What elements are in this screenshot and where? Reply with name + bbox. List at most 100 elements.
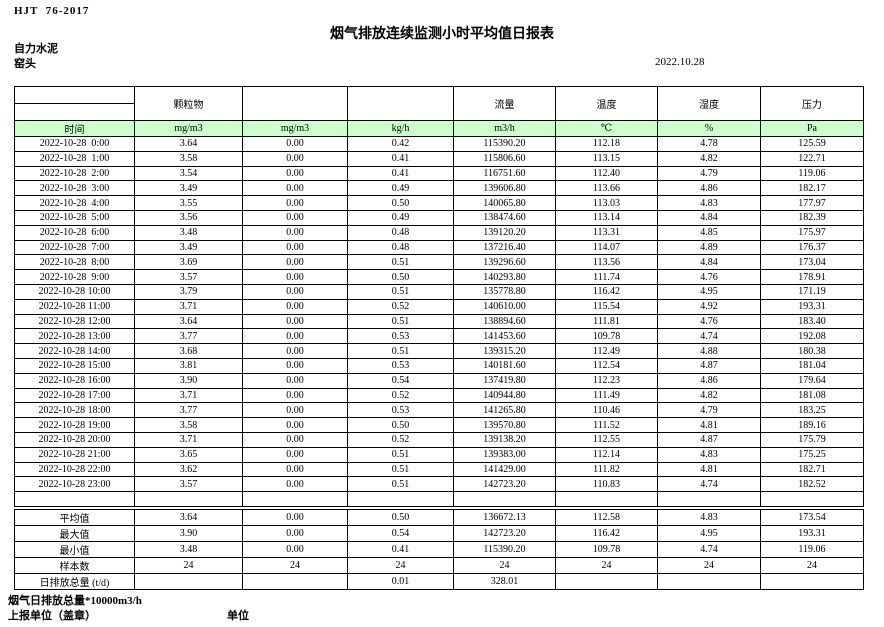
empty-cell (760, 491, 864, 507)
value-cell: 3.71 (134, 431, 243, 448)
summary-value-cell: 24 (347, 557, 454, 574)
summary-value-cell: 112.58 (555, 509, 658, 526)
value-cell: 113.66 (555, 180, 658, 197)
value-cell: 0.00 (242, 195, 348, 211)
summary-value-cell: 119.06 (760, 541, 864, 558)
summary-label-cell: 最大值 (14, 525, 135, 542)
value-cell: 3.54 (134, 165, 243, 182)
summary-value-cell: 193.31 (760, 525, 864, 542)
table-row: 2022-10-28 4:00 3.55 0.00 0.50 140065.80 113.… (14, 195, 864, 211)
time-header-top-cell (14, 86, 135, 104)
summary-value-cell: 4.95 (657, 525, 761, 542)
summary-value-cell: 24 (657, 557, 761, 574)
value-cell: 113.56 (555, 254, 658, 271)
empty-cell (453, 491, 556, 507)
table-row: 2022-10-28 6:00 3.48 0.00 0.48 139120.20 113.… (14, 224, 864, 241)
value-cell: 112.55 (555, 431, 658, 448)
table-row: 2022-10-28 21:00 3.65 0.00 0.51 139383.00 112… (14, 446, 864, 463)
time-cell: 2022-10-28 17:00 (14, 387, 135, 404)
value-cell: 4.78 (657, 136, 761, 152)
value-cell: 140065.80 (453, 195, 556, 211)
unit-label: 单位 (227, 610, 249, 622)
time-cell: 2022-10-28 4:00 (14, 195, 135, 211)
value-cell: 0.52 (347, 431, 454, 448)
value-cell: 112.14 (555, 446, 658, 463)
unit-cell: mg/m3 (242, 120, 348, 137)
report-date: 2022.10.28 (655, 56, 705, 68)
value-cell: 0.00 (242, 165, 348, 182)
table-row: 2022-10-28 0:00 3.64 0.00 0.42 115390.20 112.… (14, 136, 864, 152)
value-cell: 4.82 (657, 150, 761, 167)
empty-cell (555, 491, 658, 507)
time-header-bottom-cell (14, 103, 135, 121)
value-cell: 0.41 (347, 150, 454, 167)
value-cell: 139296.60 (453, 254, 556, 271)
value-cell: 0.51 (347, 283, 454, 300)
time-cell: 2022-10-28 23:00 (14, 476, 135, 493)
value-cell: 179.64 (760, 372, 864, 389)
value-cell: 0.49 (347, 180, 454, 197)
time-cell: 2022-10-28 3:00 (14, 180, 135, 197)
summary-value-cell: 0.01 (347, 573, 454, 590)
value-cell: 115390.20 (453, 136, 556, 152)
summary-value-cell (242, 573, 348, 590)
value-cell: 139383.00 (453, 446, 556, 463)
summary-value-cell: 3.64 (134, 509, 243, 526)
humidity-group-header: 湿度 (657, 86, 761, 121)
unit-row: 时间 mg/m3 mg/m3 kg/h m3/h ℃ % Pa (14, 120, 864, 137)
table-row: 2022-10-28 8:00 3.69 0.00 0.51 139296.60 113.… (14, 254, 864, 271)
value-cell: 3.48 (134, 224, 243, 241)
value-cell: 141429.00 (453, 461, 556, 478)
value-cell: 0.00 (242, 431, 348, 448)
summary-value-cell: 328.01 (453, 573, 556, 590)
value-cell: 0.50 (347, 269, 454, 285)
value-cell: 111.52 (555, 417, 658, 433)
value-cell: 113.03 (555, 195, 658, 211)
value-cell: 0.00 (242, 283, 348, 300)
value-cell: 4.74 (657, 476, 761, 493)
value-cell: 0.50 (347, 417, 454, 433)
table-row: 样本数 24 24 24 24 24 24 24 (14, 557, 864, 574)
value-cell: 4.89 (657, 239, 761, 256)
value-cell: 113.15 (555, 150, 658, 167)
unit-cell: m3/h (453, 120, 556, 137)
table-row: 2022-10-28 5:00 3.56 0.00 0.49 138474.60 113.… (14, 209, 864, 226)
summary-value-cell: 3.90 (134, 525, 243, 542)
value-cell: 111.82 (555, 461, 658, 478)
value-cell: 0.00 (242, 343, 348, 359)
value-cell: 112.23 (555, 372, 658, 389)
time-cell: 2022-10-28 18:00 (14, 402, 135, 419)
value-cell: 0.50 (347, 195, 454, 211)
table-row: 最小值 3.48 0.00 0.41 115390.20 109.78 4.74 119.06 (14, 541, 864, 558)
summary-label-cell: 最小值 (14, 541, 135, 558)
value-cell: 0.48 (347, 224, 454, 241)
value-cell: 0.00 (242, 209, 348, 226)
summary-table: 平均值 3.64 0.00 0.50 136672.13 112.58 4.83 173.54… (14, 509, 864, 590)
value-cell: 4.79 (657, 165, 761, 182)
value-cell: 111.49 (555, 387, 658, 404)
time-cell: 2022-10-28 19:00 (14, 417, 135, 433)
time-cell: 2022-10-28 5:00 (14, 209, 135, 226)
value-cell: 112.49 (555, 343, 658, 359)
time-cell: 2022-10-28 2:00 (14, 165, 135, 182)
summary-value-cell: 24 (134, 557, 243, 574)
value-cell: 4.79 (657, 402, 761, 419)
value-cell: 3.58 (134, 417, 243, 433)
time-cell: 2022-10-28 14:00 (14, 343, 135, 359)
time-cell: 2022-10-28 15:00 (14, 357, 135, 374)
value-cell: 171.19 (760, 283, 864, 300)
value-cell: 140610.00 (453, 298, 556, 315)
value-cell: 4.74 (657, 328, 761, 345)
value-cell: 0.00 (242, 254, 348, 271)
value-cell: 0.00 (242, 476, 348, 493)
value-cell: 111.81 (555, 313, 658, 330)
value-cell: 3.65 (134, 446, 243, 463)
flow-group-header: 流量 (453, 86, 556, 121)
value-cell: 175.25 (760, 446, 864, 463)
value-cell: 4.81 (657, 417, 761, 433)
table-row: 2022-10-28 13:00 3.77 0.00 0.53 141453.60 109… (14, 328, 864, 345)
value-cell: 3.57 (134, 476, 243, 493)
unit-cell: kg/h (347, 120, 454, 137)
value-cell: 4.82 (657, 387, 761, 404)
